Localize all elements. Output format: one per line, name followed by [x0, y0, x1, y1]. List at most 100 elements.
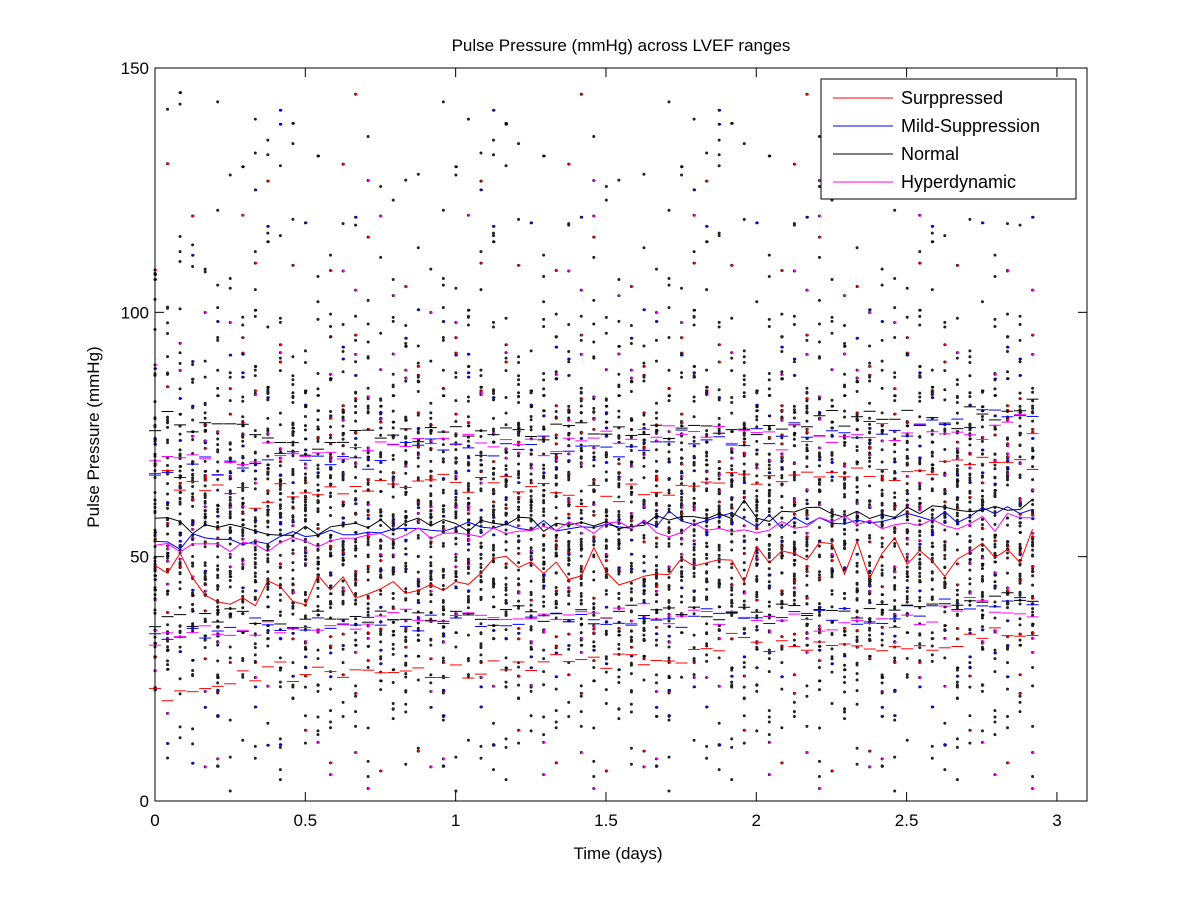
data-point	[755, 474, 759, 478]
data-point	[667, 619, 671, 623]
data-point	[266, 325, 270, 329]
data-point	[706, 676, 709, 679]
data-point	[706, 179, 709, 183]
data-point	[216, 448, 220, 452]
data-point	[542, 595, 546, 599]
data-point	[204, 609, 208, 613]
data-point	[806, 333, 809, 337]
data-point	[654, 764, 658, 768]
data-point	[416, 499, 420, 503]
data-point	[416, 344, 420, 348]
data-point	[618, 518, 621, 521]
data-point	[554, 543, 558, 547]
data-point	[756, 527, 759, 530]
data-point	[267, 179, 270, 183]
data-point	[191, 742, 195, 746]
data-point	[203, 401, 207, 405]
data-point	[805, 386, 809, 390]
data-point	[303, 546, 307, 550]
data-point	[681, 553, 684, 556]
data-point	[228, 512, 232, 516]
data-point	[216, 469, 220, 473]
data-point	[567, 700, 571, 704]
data-point	[404, 587, 408, 591]
data-point	[631, 515, 634, 518]
data-point	[466, 399, 470, 403]
data-point	[543, 436, 546, 439]
data-point	[579, 508, 583, 512]
data-point	[166, 659, 170, 663]
data-point	[692, 553, 696, 557]
data-point	[278, 513, 282, 517]
data-point	[278, 745, 282, 749]
data-point	[792, 433, 796, 437]
data-point	[755, 608, 759, 612]
data-point	[781, 442, 784, 446]
data-point	[680, 434, 684, 438]
data-point	[405, 419, 408, 422]
data-point	[617, 485, 621, 489]
data-point	[316, 729, 320, 733]
data-point	[542, 510, 546, 514]
data-point	[479, 250, 483, 254]
data-point	[542, 452, 546, 456]
data-point	[491, 138, 495, 142]
data-point	[654, 459, 658, 463]
data-point	[617, 547, 621, 551]
data-point	[756, 409, 759, 412]
data-point	[179, 465, 183, 468]
data-point	[303, 554, 307, 558]
data-point	[392, 566, 396, 569]
data-point	[278, 411, 282, 415]
data-point	[730, 586, 734, 590]
data-point	[380, 627, 383, 631]
data-point	[342, 162, 346, 166]
data-point	[579, 594, 583, 598]
data-point	[305, 648, 308, 651]
data-point	[291, 454, 295, 458]
data-point	[717, 423, 721, 427]
data-point	[505, 343, 509, 346]
data-point	[705, 151, 709, 155]
data-point	[742, 433, 746, 437]
data-point	[530, 481, 534, 485]
data-point	[454, 559, 458, 563]
data-point	[480, 676, 483, 679]
data-point	[330, 442, 333, 446]
data-point	[604, 633, 608, 637]
data-point	[216, 520, 220, 524]
data-point	[642, 503, 646, 507]
data-point	[404, 640, 408, 644]
data-point	[642, 592, 646, 596]
data-point	[604, 670, 608, 674]
data-point	[266, 231, 270, 235]
data-point	[330, 433, 333, 437]
data-point	[466, 415, 470, 419]
data-point	[342, 516, 346, 520]
data-point	[767, 553, 771, 557]
data-point	[805, 574, 809, 578]
data-point	[692, 574, 696, 578]
data-point	[355, 651, 358, 654]
data-point	[278, 320, 282, 324]
data-point	[543, 154, 546, 158]
data-point	[228, 526, 232, 530]
data-point	[430, 429, 433, 432]
data-point	[417, 749, 421, 753]
data-point	[416, 431, 420, 435]
data-point	[604, 315, 608, 319]
data-point	[756, 556, 759, 560]
data-point	[580, 462, 584, 465]
data-point	[316, 542, 320, 546]
data-point	[366, 567, 370, 571]
data-point	[806, 597, 809, 600]
data-point	[767, 715, 771, 719]
data-point	[329, 709, 333, 713]
data-point	[692, 529, 696, 533]
data-point	[654, 681, 658, 685]
data-point	[580, 216, 584, 219]
data-point	[316, 648, 320, 652]
data-point	[253, 552, 257, 556]
data-point	[529, 729, 533, 733]
data-point	[568, 553, 571, 556]
